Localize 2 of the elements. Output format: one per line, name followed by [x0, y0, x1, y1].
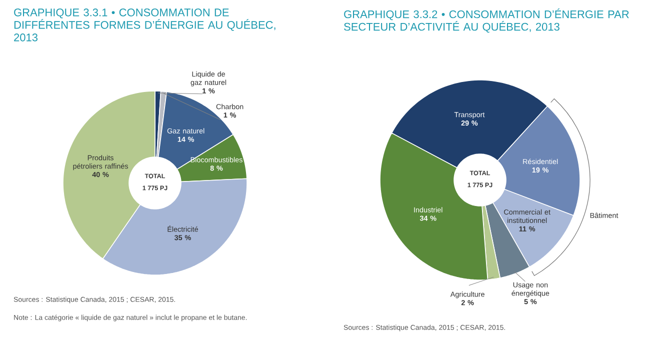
chart-title: GRAPHIQUE 3.3.2 • CONSOMMATION D’ÉNERGIE PAR SECTEUR D’ACTIVITÉ AU QUÉBEC, 2013 [344, 8, 629, 33]
chart-title: GRAPHIQUE 3.3.1 • CONSOMMATION DE DIFFÉRENTES FORMES D’ÉNERGIE AU QUÉBEC, 2013 [14, 8, 276, 42]
